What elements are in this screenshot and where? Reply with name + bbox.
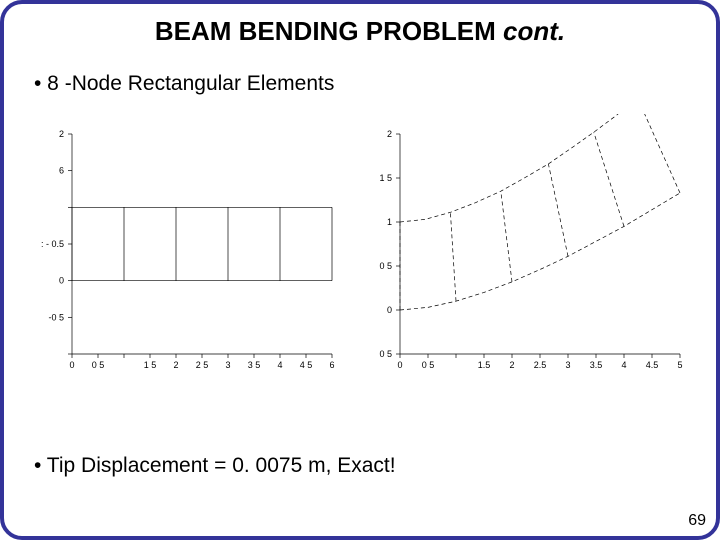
svg-text:2: 2	[387, 129, 392, 139]
slide-title: BEAM BENDING PROBLEM cont.	[4, 16, 716, 47]
svg-text:0: 0	[59, 276, 64, 286]
svg-text:6: 6	[59, 166, 64, 176]
charts-area: 0 0 5 1 5 2 2 5 3 3 5 4 4 5 6 -0 5 0 : - 0.5 6 2 0 0 5 1.…	[30, 114, 698, 394]
svg-text:0 5: 0 5	[379, 261, 392, 271]
svg-text:3.5: 3.5	[590, 360, 603, 370]
svg-text:2: 2	[173, 360, 178, 370]
svg-text:3: 3	[225, 360, 230, 370]
svg-text:4: 4	[277, 360, 282, 370]
svg-text:5: 5	[677, 360, 682, 370]
svg-text:0: 0	[387, 305, 392, 315]
svg-text:4: 4	[621, 360, 626, 370]
svg-text:2 5: 2 5	[196, 360, 209, 370]
slide-frame: BEAM BENDING PROBLEM cont. • 8 -Node Rec…	[0, 0, 720, 540]
svg-text:4.5: 4.5	[646, 360, 659, 370]
svg-text:1 5: 1 5	[379, 173, 392, 183]
svg-text:0: 0	[397, 360, 402, 370]
svg-text:4 5: 4 5	[300, 360, 313, 370]
svg-text:0 5: 0 5	[92, 360, 105, 370]
page-number: 69	[688, 512, 706, 530]
svg-text:1 5: 1 5	[144, 360, 157, 370]
bullet-elements: • 8 -Node Rectangular Elements	[34, 72, 334, 96]
svg-text:2: 2	[509, 360, 514, 370]
svg-text:2.5: 2.5	[534, 360, 547, 370]
svg-text:3 5: 3 5	[248, 360, 261, 370]
svg-text:0 5: 0 5	[379, 349, 392, 359]
svg-text:1: 1	[387, 217, 392, 227]
bullet-tip-displacement: • Tip Displacement = 0. 0075 m, Exact!	[34, 454, 396, 478]
svg-text:3: 3	[565, 360, 570, 370]
title-main: BEAM BENDING PROBLEM	[155, 16, 503, 46]
svg-text:1.5: 1.5	[478, 360, 491, 370]
svg-text:6: 6	[329, 360, 334, 370]
svg-text:: - 0.5: : - 0.5	[41, 239, 64, 249]
svg-text:0 5: 0 5	[422, 360, 435, 370]
svg-text:-0 5: -0 5	[48, 312, 64, 322]
charts-svg: 0 0 5 1 5 2 2 5 3 3 5 4 4 5 6 -0 5 0 : - 0.5 6 2 0 0 5 1.…	[30, 114, 698, 394]
title-italic: cont.	[503, 16, 565, 46]
svg-text:2: 2	[59, 129, 64, 139]
svg-text:0: 0	[69, 360, 74, 370]
